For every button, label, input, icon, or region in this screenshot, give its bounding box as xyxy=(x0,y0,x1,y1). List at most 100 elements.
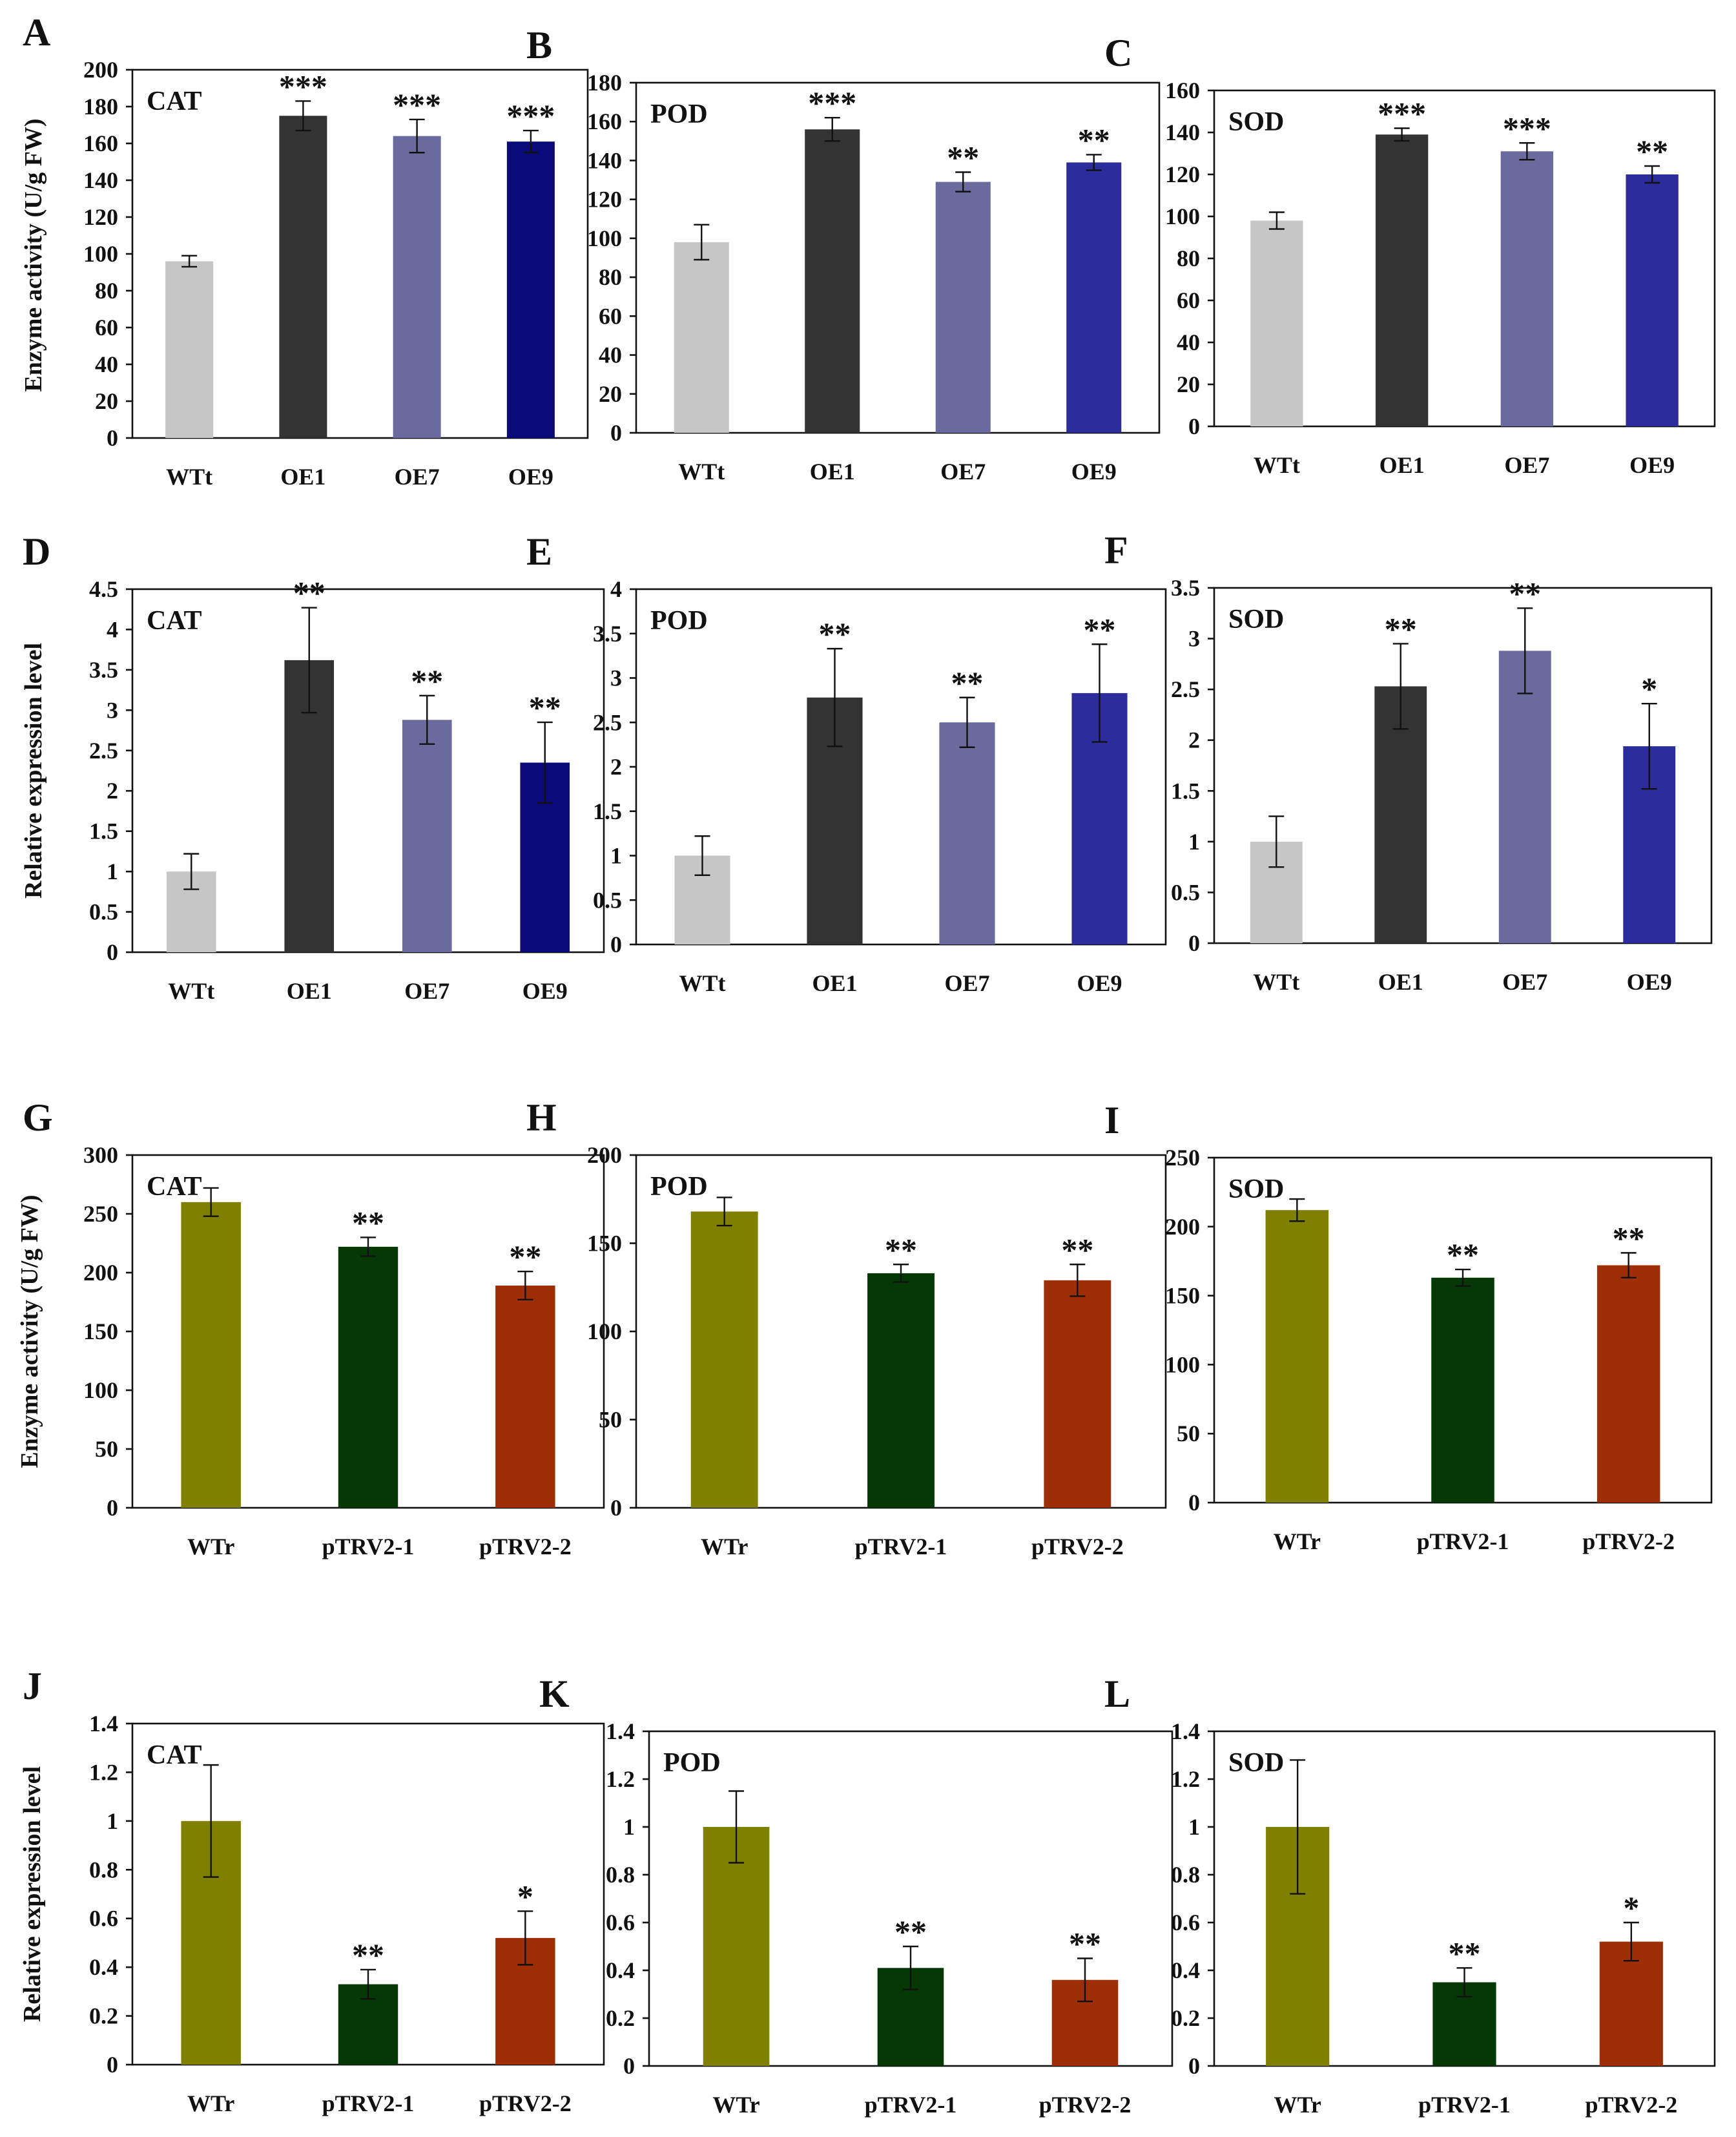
y-tick-label: 100 xyxy=(83,241,118,267)
y-tick-label: 0 xyxy=(1188,930,1200,956)
y-tick-label: 300 xyxy=(83,1142,118,1168)
y-tick-label: 120 xyxy=(1165,162,1200,187)
significance-label: *** xyxy=(279,68,327,104)
y-tick-label: 0.5 xyxy=(593,887,622,913)
x-tick-label: pTRV2-2 xyxy=(1585,2092,1677,2118)
y-tick-label: 20 xyxy=(1177,371,1200,397)
significance-label: ** xyxy=(947,140,979,176)
significance-label: *** xyxy=(506,98,555,134)
y-tick-label: 80 xyxy=(599,264,622,290)
panel-D: D 0 0.5 1 1.5 2 2.5 3 3.5 4 4.5 CAT WTt ** OE1 ** OE7 ** O… xyxy=(23,530,605,1004)
y-tick-label: 0.8 xyxy=(606,1862,635,1888)
x-tick-label: WTt xyxy=(166,464,212,490)
y-tick-label: 0 xyxy=(1188,2053,1200,2079)
panel-letter: J xyxy=(23,1665,42,1707)
significance-label: ** xyxy=(951,665,984,701)
bar-wtt xyxy=(1250,220,1303,426)
x-tick-label: pTRV2-1 xyxy=(1417,1528,1509,1554)
x-tick-label: OE1 xyxy=(810,459,855,485)
y-tick-label: 0 xyxy=(1188,1490,1200,1516)
y-tick-label: 200 xyxy=(1165,1214,1200,1240)
panel-letter: I xyxy=(1104,1099,1119,1141)
y-tick-label: 0.5 xyxy=(1171,879,1200,905)
panel-letter: F xyxy=(1104,529,1128,572)
x-tick-label: WTr xyxy=(187,1534,234,1559)
y-tick-label: 1 xyxy=(1188,829,1200,855)
significance-label: * xyxy=(517,1878,533,1914)
y-tick-label: 100 xyxy=(83,1377,118,1403)
significance-label: ** xyxy=(1636,133,1668,169)
x-tick-label: OE9 xyxy=(1071,459,1117,485)
panel-C: C 0 20 40 60 80 100 120 140 160 SOD WTt *** OE1 *** OE7… xyxy=(1104,32,1716,478)
y-tick-label: 250 xyxy=(83,1201,118,1227)
y-tick-label: 0.2 xyxy=(1171,2005,1200,2031)
y-tick-label: 100 xyxy=(587,225,622,251)
y-tick-label: 0.4 xyxy=(606,1957,635,1983)
panel-letter: A xyxy=(23,11,50,54)
bar-wtt xyxy=(674,242,729,433)
bar-oe7 xyxy=(935,182,991,433)
y-tick-label: 100 xyxy=(587,1319,622,1344)
y-tick-label: 0.6 xyxy=(89,1906,118,1932)
bar-ptrv2-2 xyxy=(1044,1280,1111,1508)
y-tick-label: 0 xyxy=(610,1495,622,1521)
significance-label: * xyxy=(1641,671,1657,707)
x-tick-label: OE1 xyxy=(287,978,332,1004)
x-tick-label: pTRV2-2 xyxy=(1582,1528,1675,1554)
y-tick-label: 3.5 xyxy=(1171,575,1200,601)
y-tick-label: 100 xyxy=(1165,203,1200,229)
panel-letter: G xyxy=(23,1096,53,1139)
y-tick-label: 0 xyxy=(107,2052,118,2078)
y-tick-label: 250 xyxy=(1165,1145,1200,1171)
y-tick-label: 4 xyxy=(107,616,118,642)
bar-wtr xyxy=(690,1211,758,1508)
y-tick-label: 40 xyxy=(95,351,118,377)
panel-F: F 0 0.5 1 1.5 2 2.5 3 3.5 SOD WTt ** OE1 ** OE7 * OE9 xyxy=(1104,529,1713,995)
significance-label: ** xyxy=(1069,1926,1101,1962)
y-tick-label: 1.4 xyxy=(89,1711,118,1736)
panel-K: K 0 0.2 0.4 0.6 0.8 1 1.2 1.4 POD WTr ** pTRV2-1 ** pT… xyxy=(539,1673,1173,2118)
y-tick-label: 200 xyxy=(83,1260,118,1286)
y-tick-label: 0.8 xyxy=(1171,1862,1200,1888)
significance-label: ** xyxy=(1449,1935,1481,1971)
x-tick-label: pTRV2-2 xyxy=(1031,1534,1124,1559)
significance-label: ** xyxy=(1613,1220,1645,1256)
x-tick-label: WTr xyxy=(701,1534,748,1559)
bar-wtr xyxy=(181,1202,241,1508)
bar-wtr xyxy=(703,1827,770,2066)
y-tick-label: 0.6 xyxy=(606,1910,635,1935)
panel-letter: K xyxy=(539,1673,570,1715)
chart-title: CAT xyxy=(147,1172,202,1202)
y-axis-title: Relative expression level xyxy=(20,643,47,899)
y-tick-label: 50 xyxy=(1177,1421,1200,1446)
y-tick-label: 0 xyxy=(107,1495,118,1521)
y-tick-label: 180 xyxy=(587,70,622,96)
y-axis-title: Relative expression level xyxy=(19,1766,46,2022)
y-axis-title: Enzyme activity (U/g FW) xyxy=(16,1194,43,1468)
significance-label: ** xyxy=(352,1204,384,1240)
y-tick-label: 60 xyxy=(1177,287,1200,313)
x-tick-label: OE9 xyxy=(522,978,568,1004)
chart-title: POD xyxy=(650,1172,708,1202)
bar-ptrv2-1 xyxy=(338,1246,398,1508)
chart-title: SOD xyxy=(1228,1748,1284,1778)
y-tick-label: 160 xyxy=(83,130,118,156)
y-tick-label: 1 xyxy=(107,1808,118,1834)
y-tick-label: 120 xyxy=(83,204,118,230)
panel-E: E 0 0.5 1 1.5 2 2.5 3 3.5 4 POD WTt ** OE1 ** OE7 ** OE9 xyxy=(526,530,1167,996)
x-tick-label: WTt xyxy=(679,970,726,996)
x-tick-label: pTRV2-2 xyxy=(479,1534,572,1559)
bar-oe7 xyxy=(1498,651,1551,943)
y-tick-label: 0.6 xyxy=(1171,1910,1200,1935)
y-tick-label: 150 xyxy=(83,1319,118,1344)
significance-label: ** xyxy=(509,1238,541,1275)
x-tick-label: OE7 xyxy=(1504,452,1549,478)
y-tick-label: 4.5 xyxy=(89,576,118,602)
y-tick-label: 3 xyxy=(107,697,118,723)
y-tick-label: 1.5 xyxy=(593,798,622,824)
y-tick-label: 0.8 xyxy=(89,1857,118,1882)
y-tick-label: 100 xyxy=(1165,1351,1200,1377)
panel-L: L 0 0.2 0.4 0.6 0.8 1 1.2 1.4 SOD WTr ** pTRV2-1 * pTR… xyxy=(1104,1673,1716,2118)
chart-title: SOD xyxy=(1228,107,1284,137)
x-tick-label: pTRV2-1 xyxy=(322,1534,415,1559)
